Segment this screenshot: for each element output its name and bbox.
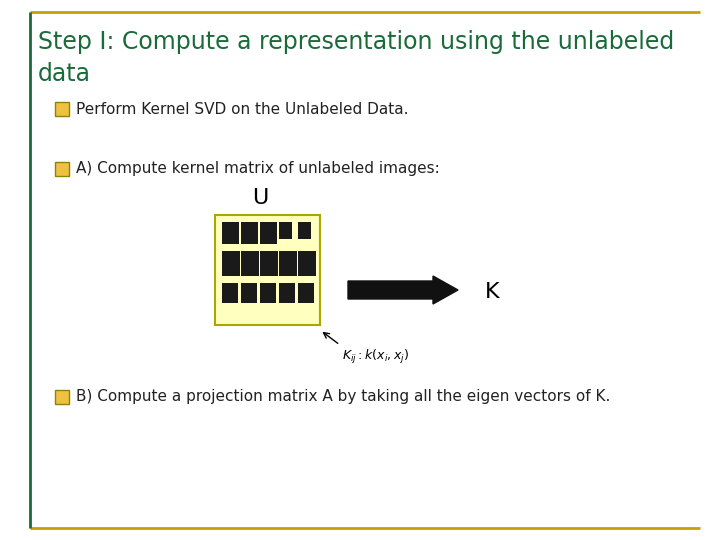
Bar [241, 222, 258, 244]
Bar [279, 283, 295, 303]
Text: U: U [252, 188, 268, 208]
Bar [260, 283, 276, 303]
Bar [298, 283, 314, 303]
Bar [241, 283, 257, 303]
Bar [215, 215, 320, 325]
Bar [55, 162, 69, 176]
Bar [279, 251, 297, 276]
Bar [298, 222, 311, 239]
Bar [55, 390, 69, 404]
Bar [260, 222, 277, 244]
Text: K: K [485, 282, 500, 302]
Bar [298, 251, 316, 276]
Bar [222, 222, 239, 244]
Text: $K_{ij}:k(x_i,x_j)$: $K_{ij}:k(x_i,x_j)$ [342, 348, 409, 366]
Bar [222, 283, 238, 303]
Text: data: data [38, 62, 91, 86]
Bar [55, 102, 69, 116]
Bar [260, 251, 278, 276]
FancyArrow shape [348, 276, 458, 304]
Text: A) Compute kernel matrix of unlabeled images:: A) Compute kernel matrix of unlabeled im… [76, 161, 440, 177]
Bar [241, 251, 259, 276]
Bar [222, 251, 240, 276]
Text: B) Compute a projection matrix A by taking all the eigen vectors of K.: B) Compute a projection matrix A by taki… [76, 389, 611, 404]
Text: Step I: Compute a representation using the unlabeled: Step I: Compute a representation using t… [38, 30, 674, 54]
Text: Perform Kernel SVD on the Unlabeled Data.: Perform Kernel SVD on the Unlabeled Data… [76, 102, 408, 117]
Bar [279, 222, 292, 239]
